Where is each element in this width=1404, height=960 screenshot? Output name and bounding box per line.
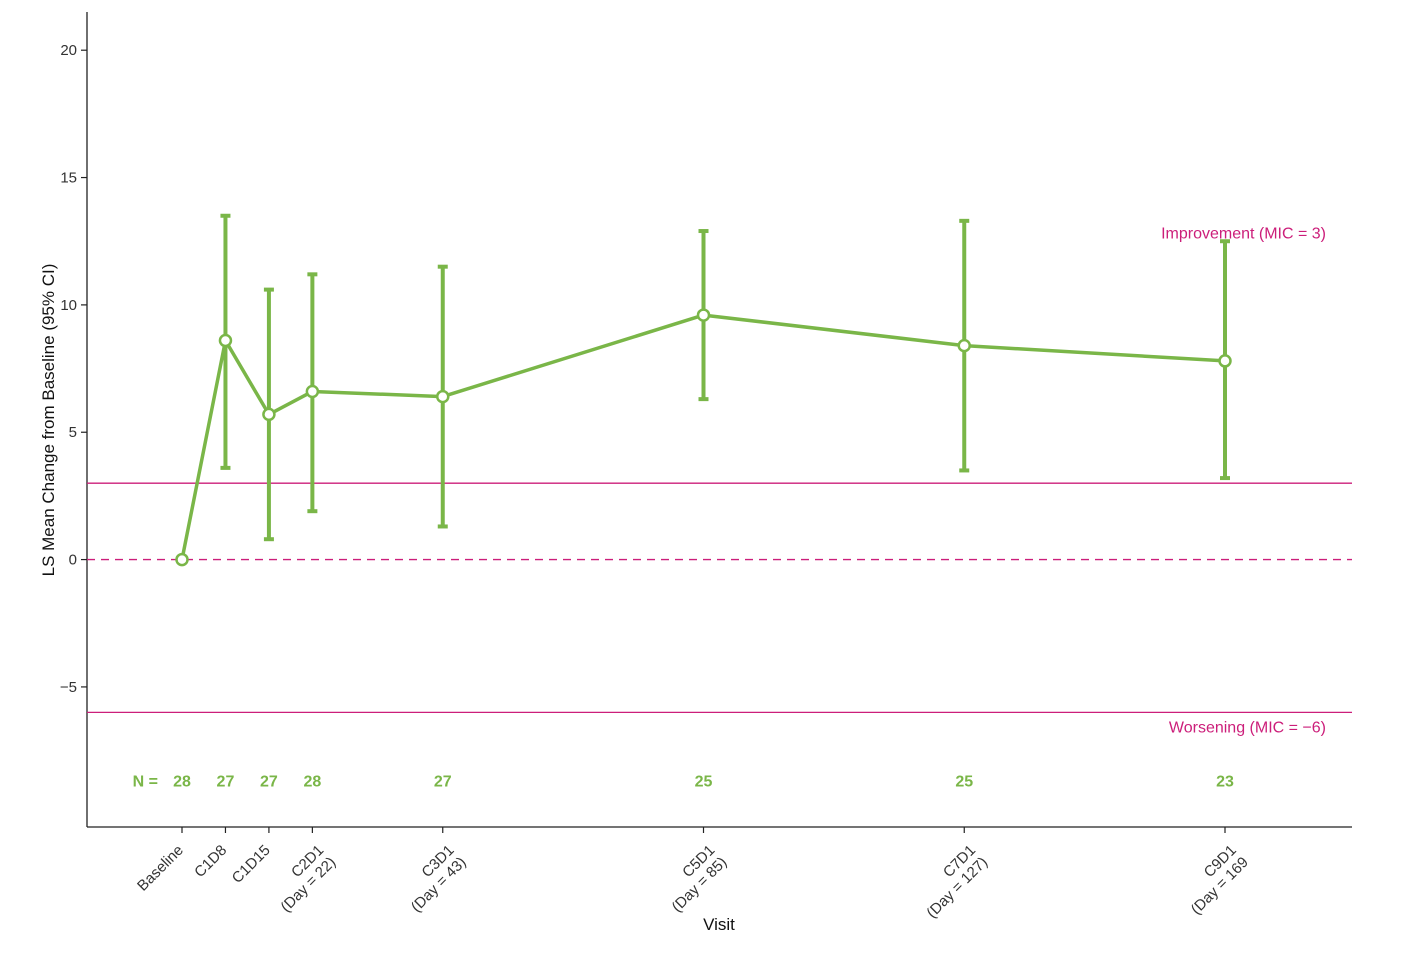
- x-axis-title: Visit: [703, 915, 735, 934]
- n-count-label: 27: [260, 773, 278, 790]
- n-count-label: 25: [955, 773, 973, 790]
- n-count-label: 25: [695, 773, 713, 790]
- x-tick-label: C7D1(Day = 127): [911, 842, 991, 922]
- x-tick-label-line: Baseline: [134, 842, 187, 895]
- data-point: [1218, 354, 1232, 368]
- data-point: [305, 384, 320, 399]
- x-tick-label-line: C1D8: [191, 842, 230, 881]
- data-point: [262, 407, 276, 422]
- x-tick-label: C1D15: [229, 842, 274, 887]
- n-count-label: 23: [1216, 773, 1234, 790]
- y-tick-label: 15: [60, 170, 77, 187]
- n-row: N = 28 27 27 28 27 25 25 23: [133, 773, 1234, 790]
- series-group: [175, 308, 1232, 567]
- x-tick-label: C5D1(Day = 85): [656, 842, 730, 916]
- data-point: [218, 333, 233, 348]
- n-count-label: 28: [173, 773, 191, 790]
- x-tick-label: C3D1(Day = 43): [396, 842, 470, 916]
- n-prefix-label: N =: [133, 773, 158, 790]
- y-axis-ticks: −5 0 5 10 15 20: [60, 42, 87, 696]
- x-tick-label: Baseline: [134, 842, 187, 895]
- x-tick-label: C9D1(Day = 169: [1176, 842, 1252, 918]
- n-count-label: 27: [434, 773, 452, 790]
- y-tick-label: 0: [69, 552, 77, 569]
- reference-line-label: Worsening (MIC = −6): [1169, 719, 1326, 736]
- x-tick-label-line: C1D15: [229, 842, 274, 887]
- data-point: [175, 552, 189, 567]
- y-tick-label: 5: [69, 424, 77, 441]
- y-axis-title: LS Mean Change from Baseline (95% CI): [39, 264, 58, 577]
- data-point: [696, 308, 711, 322]
- n-count-label: 28: [303, 773, 321, 790]
- data-point: [957, 338, 971, 353]
- error-bars: [220, 213, 1230, 542]
- y-tick-label: −5: [60, 679, 77, 696]
- y-tick-label: 20: [60, 42, 77, 59]
- series-line: [180, 313, 1226, 560]
- data-point: [436, 389, 450, 404]
- reference-line-label: Improvement (MIC = 3): [1161, 226, 1326, 243]
- n-count-label: 27: [217, 773, 235, 790]
- y-tick-label: 10: [60, 297, 77, 314]
- x-tick-label: C2D1(Day = 22): [265, 842, 339, 916]
- reference-lines: Improvement (MIC = 3) Worsening (MIC = −6…: [87, 226, 1352, 736]
- x-tick-label: C1D8: [191, 842, 230, 881]
